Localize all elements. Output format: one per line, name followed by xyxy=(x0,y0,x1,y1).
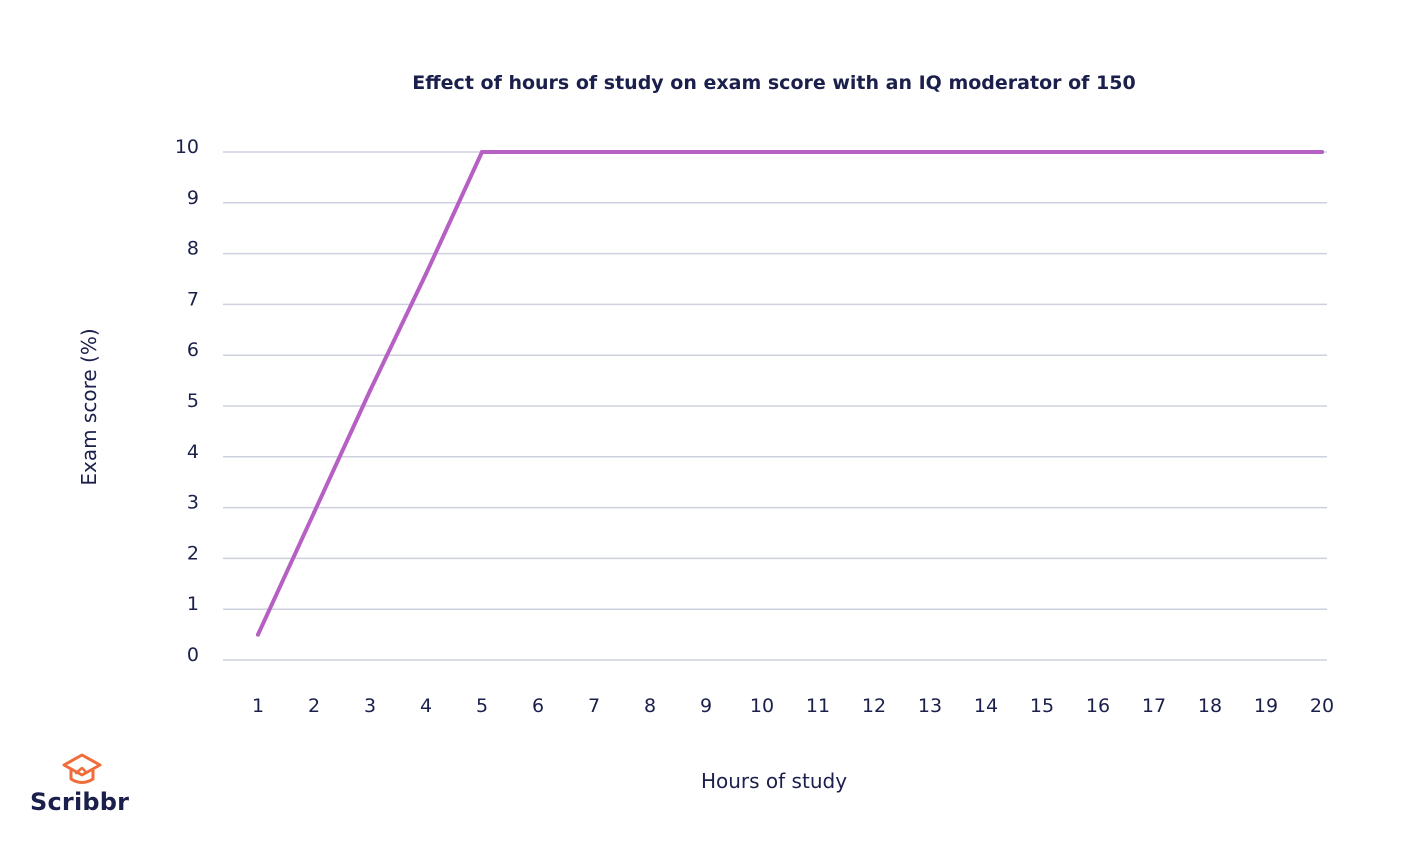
x-tick-label: 8 xyxy=(644,695,656,717)
data-point xyxy=(592,150,596,154)
x-tick-label: 3 xyxy=(364,695,376,717)
x-tick-label: 5 xyxy=(476,695,488,717)
x-tick-label: 7 xyxy=(588,695,600,717)
x-tick-label: 11 xyxy=(806,695,830,717)
y-tick-label: 1 xyxy=(187,593,199,615)
series-layer xyxy=(256,150,1324,637)
data-point xyxy=(872,150,876,154)
scribbr-logo: Scribbr xyxy=(30,752,134,822)
series-line-0 xyxy=(256,150,1324,637)
x-tick-label: 4 xyxy=(420,695,432,717)
data-point xyxy=(760,150,764,154)
chart-title: Effect of hours of study on exam score w… xyxy=(412,72,1135,94)
x-tick-label: 18 xyxy=(1198,695,1222,717)
x-tick-label: 9 xyxy=(700,695,712,717)
x-tick-label: 16 xyxy=(1086,695,1110,717)
x-tick-label: 12 xyxy=(862,695,886,717)
data-point xyxy=(256,632,260,637)
data-point xyxy=(1264,150,1268,154)
x-tick-label: 6 xyxy=(532,695,544,717)
data-point xyxy=(480,150,484,154)
y-tick-label: 9 xyxy=(187,187,199,209)
data-point xyxy=(424,271,428,276)
brand-name: Scribbr xyxy=(30,788,130,816)
data-point xyxy=(1320,150,1324,154)
data-point xyxy=(816,150,820,154)
y-axis-label: Exam score (%) xyxy=(77,328,101,485)
data-point xyxy=(984,150,988,154)
x-tick-label: 1 xyxy=(252,695,264,717)
x-tick-label: 14 xyxy=(974,695,998,717)
y-tick-label: 6 xyxy=(187,339,199,361)
data-point xyxy=(1152,150,1156,154)
y-tick-label: 7 xyxy=(187,288,199,310)
y-tick-label: 5 xyxy=(187,390,199,412)
data-point xyxy=(1040,150,1044,154)
y-tick-label: 4 xyxy=(187,441,199,463)
y-tick-label: 8 xyxy=(187,238,199,260)
data-point xyxy=(536,150,540,154)
data-point xyxy=(928,150,932,154)
y-tick-label: 3 xyxy=(187,492,199,514)
x-tick-label: 15 xyxy=(1030,695,1054,717)
data-point xyxy=(1208,150,1212,154)
data-point xyxy=(1096,150,1100,154)
x-tick-label: 20 xyxy=(1310,695,1334,717)
y-tick-label: 0 xyxy=(187,644,199,666)
grid xyxy=(223,151,1327,661)
data-point xyxy=(368,388,372,393)
x-tick-label: 2 xyxy=(308,695,320,717)
x-axis-label: Hours of study xyxy=(701,769,847,793)
graduation-cap-icon xyxy=(62,753,102,784)
y-axis-ticks: 0 1 2 3 4 5 6 7 8 9 10 xyxy=(175,136,199,666)
data-point xyxy=(312,510,316,515)
x-tick-label: 19 xyxy=(1254,695,1278,717)
x-axis-ticks: 1 2 3 4 5 6 7 8 9 10 11 12 13 14 15 16 17 18 19 20 xyxy=(252,695,1334,717)
data-point xyxy=(704,150,708,154)
y-tick-label: 2 xyxy=(187,542,199,564)
y-tick-label: 10 xyxy=(175,136,199,158)
data-point xyxy=(648,150,652,154)
x-tick-label: 13 xyxy=(918,695,942,717)
x-tick-label: 10 xyxy=(750,695,774,717)
x-tick-label: 17 xyxy=(1142,695,1166,717)
